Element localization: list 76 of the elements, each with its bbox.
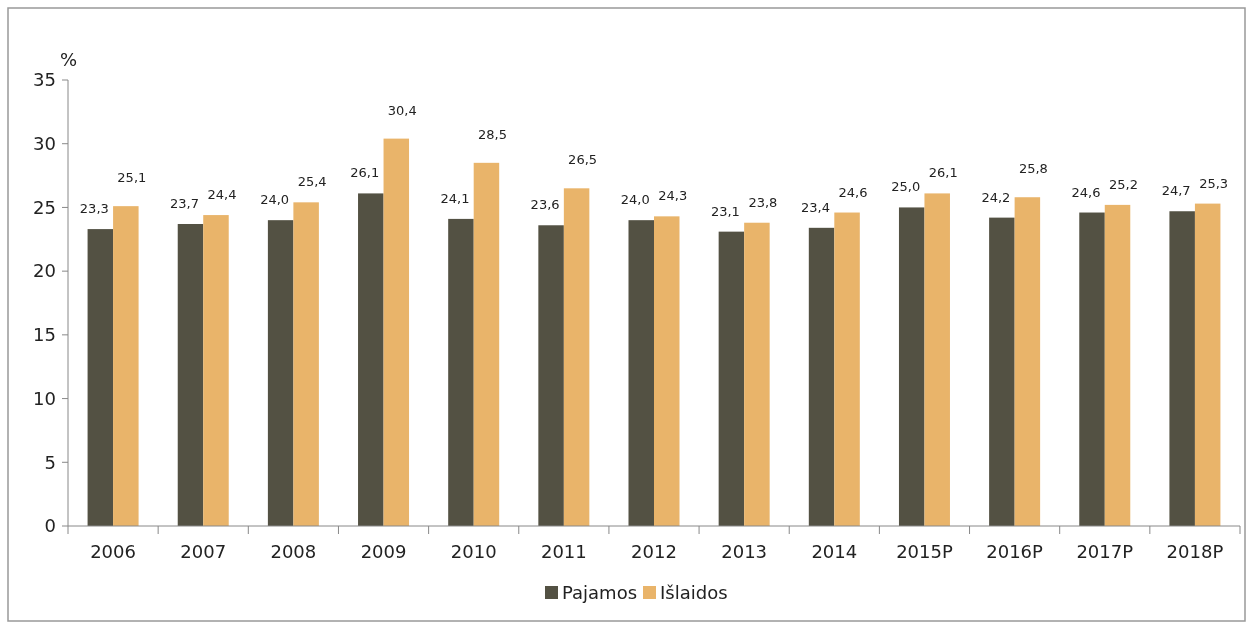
- data-label: 25,0: [891, 179, 921, 195]
- data-label: 24,7: [1161, 183, 1191, 199]
- y-tick-label: 10: [33, 387, 56, 409]
- data-label: 24,0: [260, 192, 290, 208]
- data-label: 24,0: [620, 192, 650, 208]
- data-label: 23,3: [79, 201, 109, 217]
- x-tick-label: 2013: [721, 541, 768, 562]
- bar: [1104, 204, 1131, 526]
- data-label: 28,5: [477, 126, 507, 142]
- x-tick-label: 2011: [540, 541, 587, 562]
- x-tick-label: 2006: [90, 541, 136, 562]
- bar: [87, 229, 114, 526]
- bar: [834, 212, 860, 526]
- x-tick-label: 2017P: [1076, 541, 1134, 562]
- x-tick-label: 2015P: [896, 541, 953, 562]
- bar: [1079, 212, 1105, 526]
- data-label: 24,2: [981, 189, 1011, 205]
- x-tick-label: 2012: [631, 541, 677, 562]
- x-tick-label: 2016P: [986, 541, 1044, 562]
- data-label: 23,6: [530, 197, 560, 213]
- y-tick-label: 30: [33, 133, 56, 155]
- data-label: 25,2: [1109, 176, 1138, 192]
- legend-label: Pajamos: [562, 582, 638, 604]
- bar: [383, 138, 410, 526]
- legend-label: Išlaidos: [660, 582, 728, 604]
- data-label: 24,4: [207, 187, 237, 203]
- data-label: 24,6: [838, 184, 868, 200]
- data-label: 25,4: [297, 174, 327, 190]
- data-label: 23,7: [170, 195, 199, 211]
- bar: [293, 202, 319, 526]
- bar: [898, 207, 925, 526]
- data-label: 23,1: [710, 203, 740, 219]
- bar: [563, 188, 590, 526]
- bar: [1194, 203, 1221, 526]
- y-tick-label: 5: [44, 451, 56, 473]
- bar: [808, 227, 835, 526]
- bar: [924, 193, 950, 526]
- y-axis-title: %: [60, 49, 78, 70]
- y-tick-label: 25: [33, 196, 56, 218]
- data-label: 25,8: [1018, 161, 1048, 177]
- y-tick-label: 15: [33, 324, 56, 346]
- data-label: 24,1: [440, 190, 470, 206]
- x-tick-label: 2008: [270, 541, 317, 562]
- data-label: 26,5: [568, 152, 598, 168]
- data-label: 25,3: [1199, 175, 1229, 191]
- bar: [654, 216, 680, 526]
- bar: [177, 223, 204, 526]
- bar: [538, 225, 564, 526]
- y-tick-label: 20: [33, 260, 56, 282]
- bar: [989, 217, 1015, 526]
- x-tick-label: 2018P: [1166, 541, 1224, 562]
- bar: [473, 162, 500, 526]
- x-tick-label: 2010: [450, 541, 497, 562]
- bar: [448, 218, 474, 526]
- bar: [628, 220, 654, 526]
- bar: [358, 193, 384, 526]
- y-tick-label: 0: [44, 515, 56, 537]
- bar: [113, 206, 139, 526]
- data-label: 26,1: [350, 165, 380, 181]
- bar: [1169, 211, 1195, 526]
- x-tick-label: 2009: [360, 541, 407, 562]
- data-label: 25,1: [117, 170, 147, 186]
- bar: [718, 231, 745, 526]
- bar: [267, 220, 294, 526]
- x-tick-label: 2014: [811, 541, 858, 562]
- y-tick-label: 35: [33, 69, 56, 91]
- data-label: 24,3: [658, 188, 688, 204]
- data-label: 24,6: [1071, 184, 1101, 200]
- data-label: 30,4: [387, 102, 417, 118]
- data-label: 23,4: [801, 199, 831, 215]
- bar: [1014, 197, 1041, 526]
- data-label: 26,1: [928, 165, 958, 181]
- data-label: 23,8: [748, 194, 778, 210]
- bar: [203, 215, 229, 526]
- x-tick-label: 2007: [180, 541, 227, 562]
- bar: [744, 222, 770, 526]
